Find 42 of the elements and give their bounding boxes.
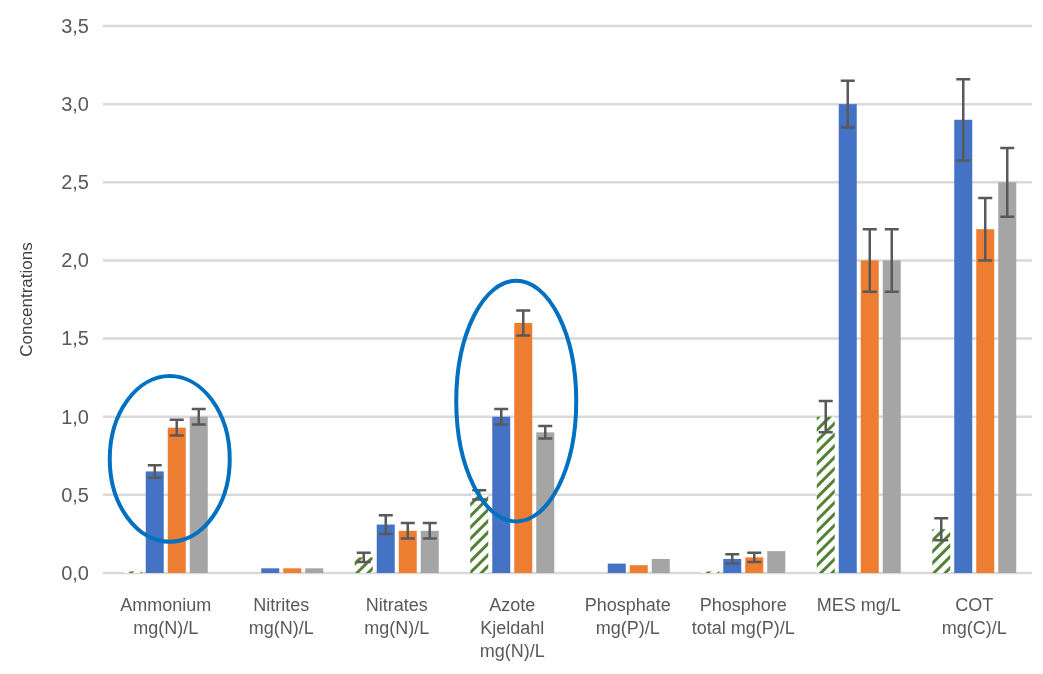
bar (376, 524, 395, 573)
bar (838, 104, 857, 573)
bar (816, 416, 835, 573)
bar (860, 260, 879, 573)
bar (189, 416, 208, 573)
bar (767, 551, 786, 573)
bar (932, 529, 951, 573)
y-tick-label: 1,5 (61, 327, 89, 350)
x-tick-label: Ammonium mg(N)/L (120, 595, 212, 638)
x-tick-label: COT mg(C)/L (941, 595, 1007, 638)
bar (514, 322, 533, 573)
bar (305, 568, 324, 573)
bar (470, 494, 489, 573)
y-axis-title: Concentrations (17, 242, 36, 357)
bar (145, 471, 164, 573)
bar (882, 260, 901, 573)
y-tick-label: 1,0 (61, 405, 89, 428)
x-tick-label: Phosphate mg(P)/L (584, 595, 671, 638)
x-tick-label: Nitrites mg(N)/L (248, 595, 314, 638)
bar (261, 568, 280, 573)
bar (607, 563, 626, 573)
bar (629, 565, 648, 573)
y-tick-label: 2,0 (61, 249, 89, 272)
bar (536, 432, 555, 573)
bar (283, 568, 302, 573)
bar (998, 182, 1017, 573)
bar (492, 416, 511, 573)
y-tick-label: 3,0 (61, 93, 89, 116)
x-tick-label: Phosphore total mg(P)/L (691, 595, 795, 638)
x-tick-label: Azote Kjeldahl mg(N)/L (479, 595, 545, 661)
bar (398, 530, 417, 573)
y-tick-label: 0,5 (61, 483, 89, 506)
y-tick-label: 0,0 (61, 561, 89, 584)
x-tick-label: MES mg/L (816, 595, 901, 615)
bar (976, 229, 995, 573)
x-tick-label: Nitrates mg(N)/L (364, 595, 430, 638)
bar (420, 530, 439, 573)
y-tick-label: 2,5 (61, 171, 89, 194)
y-tick-label: 3,5 (61, 14, 89, 37)
bar (954, 119, 973, 573)
bar (167, 427, 186, 573)
bar (651, 558, 670, 573)
